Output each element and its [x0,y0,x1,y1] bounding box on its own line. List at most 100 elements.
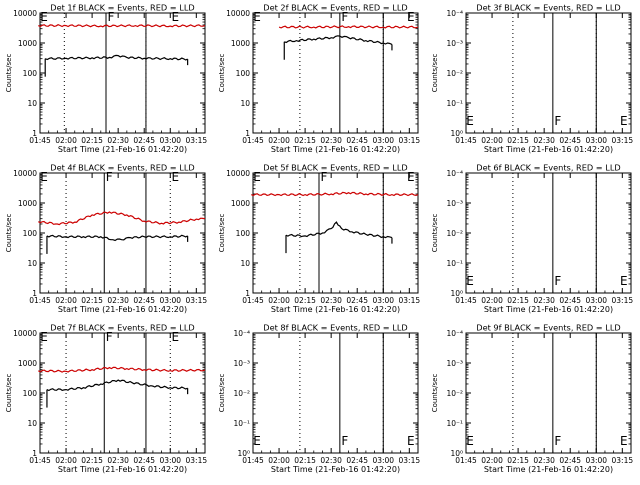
y-tick-label: 10⁻¹ [446,259,463,268]
marker-label-e: E [40,330,48,344]
marker-label-f: F [106,330,113,344]
plot-frame [465,12,632,134]
y-tick-label: 10⁻² [446,69,463,78]
x-tick-label: 02:00 [268,136,290,145]
y-tick-label: 100 [23,389,38,398]
y-tick-label: 1 [32,289,37,298]
y-tick-label: 10⁻⁴ [446,169,463,178]
marker-label-f: F [341,10,348,24]
x-axis-label: Start Time (21-Feb-16 01:42:20) [271,145,400,154]
plot-panel-2: Det 2f BLACK = Events, RED = LLD 1 10 100 10… [218,3,420,155]
plot-frame [465,332,632,454]
plot-title: Det 7f BLACK = Events, RED = LLD [50,323,194,333]
y-tick-label: 100 [23,229,38,238]
y-tick-label: 10⁻³ [233,359,250,368]
y-tick-label: 10⁻¹ [446,419,463,428]
series-line-events [44,54,188,61]
y-tick-label: 10000 [13,169,37,178]
series-line-events [284,35,393,45]
y-tick-label: 100 [23,69,38,78]
y-tick-label: 10⁻³ [446,39,463,48]
y-axis-label: Counts/sec [431,374,439,413]
x-tick-label: 02:00 [481,136,503,145]
x-tick-label: 02:15 [81,296,103,305]
y-tick-label: 10⁰ [450,289,463,298]
plot-frame [252,12,419,134]
plot-title: Det 6f BLACK = Events, RED = LLD [476,163,620,173]
x-tick-label: 02:15 [81,136,103,145]
marker-label-e: E [171,330,179,344]
x-tick-label: 01:45 [242,456,264,465]
x-axis-label: Start Time (21-Feb-16 01:42:20) [58,465,187,474]
series-line-events [285,221,393,239]
x-tick-label: 02:45 [133,456,155,465]
y-tick-label: 10⁻² [446,229,463,238]
plot-panel-9: Det 9f BLACK = Events, RED = LLD 10⁰ 10⁻¹ 1… [431,323,633,475]
x-tick-label: 03:00 [372,456,394,465]
y-tick-label: 10000 [226,9,250,18]
marker-label-e: E [253,434,261,448]
plot-frame [252,172,419,294]
x-tick-label: 02:30 [533,136,555,145]
marker-label-e: E [253,10,261,24]
x-tick-label: 03:15 [612,456,634,465]
x-tick-label: 03:15 [612,136,634,145]
y-tick-label: 1 [32,129,37,138]
marker-label-f: F [341,434,348,448]
y-tick-label: 10000 [13,9,37,18]
marker-label-e: E [407,434,415,448]
plot-frame [39,332,206,454]
marker-label-e: E [171,170,179,184]
y-axis-label: Counts/sec [5,54,13,93]
x-tick-label: 01:45 [242,296,264,305]
marker-label-f: F [321,170,328,184]
x-tick-label: 03:15 [399,136,421,145]
x-tick-label: 01:45 [29,456,51,465]
y-tick-label: 10⁰ [450,449,463,458]
x-tick-label: 02:15 [294,136,316,145]
x-axis-label: Start Time (21-Feb-16 01:42:20) [484,465,613,474]
x-axis-label: Start Time (21-Feb-16 01:42:20) [58,305,187,314]
x-tick-label: 02:15 [294,296,316,305]
y-tick-label: 10000 [226,169,250,178]
marker-label-e: E [466,274,474,288]
y-axis-label: Counts/sec [5,374,13,413]
plot-title: Det 4f BLACK = Events, RED = LLD [50,163,194,173]
x-tick-label: 03:00 [585,456,607,465]
y-axis-label: Counts/sec [218,54,226,93]
x-axis-label: Start Time (21-Feb-16 01:42:20) [271,465,400,474]
marker-label-f: F [108,10,115,24]
y-tick-label: 10⁰ [237,449,250,458]
x-tick-label: 02:15 [507,136,529,145]
y-tick-label: 10⁰ [450,129,463,138]
y-tick-label: 10⁻⁴ [446,9,463,18]
y-tick-label: 10 [240,259,250,268]
x-tick-label: 02:15 [81,456,103,465]
marker-label-f: F [554,114,561,128]
x-tick-label: 02:30 [320,296,342,305]
x-tick-label: 02:45 [559,456,581,465]
plot-title: Det 9f BLACK = Events, RED = LLD [476,323,620,333]
x-tick-label: 03:15 [186,136,208,145]
y-tick-label: 10⁻¹ [233,419,250,428]
marker-label-e: E [171,10,179,24]
marker-label-e: E [620,274,628,288]
x-tick-label: 01:45 [242,136,264,145]
series-line-lld [278,25,419,29]
x-tick-label: 02:00 [481,296,503,305]
x-tick-label: 03:15 [399,456,421,465]
marker-label-e: E [407,170,415,184]
x-tick-label: 01:45 [29,136,51,145]
x-tick-label: 02:30 [107,296,129,305]
plot-panel-3: Det 3f BLACK = Events, RED = LLD 10⁰ 10⁻¹ 1… [431,3,633,155]
y-axis-label: Counts/sec [431,54,439,93]
marker-label-f: F [554,434,561,448]
y-tick-label: 10⁻⁴ [233,329,250,338]
plot-panel-1: Det 1f BLACK = Events, RED = LLD 1 10 100 10… [5,3,207,155]
x-tick-label: 03:00 [159,136,181,145]
plot-title: Det 2f BLACK = Events, RED = LLD [263,3,407,13]
x-tick-label: 02:45 [559,296,581,305]
x-tick-label: 03:00 [372,296,394,305]
plot-panel-5: Det 5f BLACK = Events, RED = LLD 1 10 100 10… [218,163,420,315]
